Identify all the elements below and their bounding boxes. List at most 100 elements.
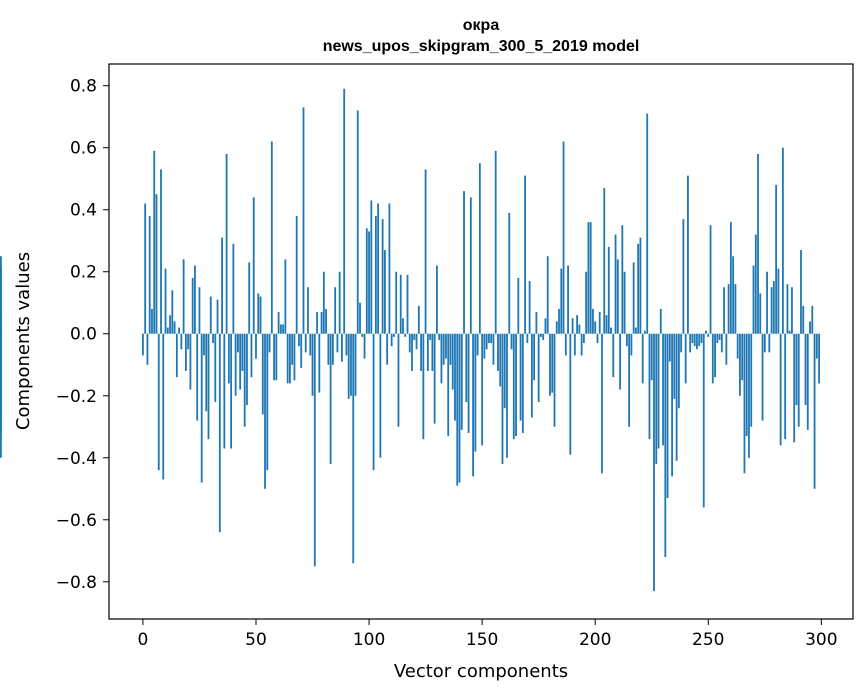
bar xyxy=(567,265,569,334)
bar xyxy=(718,333,721,340)
bar xyxy=(739,333,741,396)
bar xyxy=(313,333,316,567)
bar xyxy=(623,271,626,334)
bar xyxy=(402,318,404,334)
bar xyxy=(320,312,323,334)
bar xyxy=(811,305,814,334)
bar xyxy=(485,333,488,350)
chart-title: окра xyxy=(463,17,500,34)
bar xyxy=(440,333,443,384)
bar xyxy=(365,228,368,334)
bar xyxy=(393,333,395,337)
bar xyxy=(607,246,610,334)
bar xyxy=(777,268,780,334)
bar xyxy=(205,333,208,412)
bar xyxy=(298,333,300,347)
bar xyxy=(673,333,676,399)
bar xyxy=(151,308,153,334)
bar xyxy=(741,333,744,381)
bar xyxy=(791,287,793,334)
chart-subtitle: news_upos_skipgram_300_5_2019 model xyxy=(323,38,640,55)
bar xyxy=(666,333,669,499)
bar xyxy=(198,287,201,334)
bar xyxy=(275,333,278,381)
bar xyxy=(510,333,513,350)
bar xyxy=(184,333,187,371)
bar xyxy=(526,333,529,344)
bar xyxy=(268,333,271,353)
bar xyxy=(619,333,621,390)
bar xyxy=(194,265,196,334)
bar xyxy=(682,219,685,334)
bar xyxy=(521,333,524,433)
bar xyxy=(417,305,420,334)
bar xyxy=(279,324,282,334)
bar xyxy=(250,333,253,378)
bar xyxy=(309,333,312,356)
bar xyxy=(0,268,2,334)
bar xyxy=(196,333,199,421)
bar xyxy=(668,333,671,362)
x-tick-label: 50 xyxy=(245,630,267,650)
bar xyxy=(291,333,294,365)
bar xyxy=(646,113,649,334)
bar xyxy=(318,333,321,393)
bar xyxy=(420,333,422,371)
bar xyxy=(535,312,538,334)
bar xyxy=(415,333,418,350)
y-axis-label: Components values xyxy=(13,252,34,430)
bar xyxy=(671,333,673,477)
bar xyxy=(458,333,461,483)
bar xyxy=(144,203,147,334)
bar xyxy=(549,333,551,396)
bar xyxy=(334,287,337,334)
bar xyxy=(750,333,753,427)
bar xyxy=(460,333,463,430)
x-tick-label: 200 xyxy=(579,630,611,650)
bar xyxy=(757,153,759,334)
bar xyxy=(227,333,230,384)
bar xyxy=(372,333,375,471)
bar xyxy=(0,333,2,433)
bar xyxy=(793,333,796,443)
bar xyxy=(716,333,719,344)
bar xyxy=(508,212,511,334)
bar xyxy=(578,324,581,334)
bar xyxy=(621,225,624,334)
bar xyxy=(555,321,558,334)
plot-frame xyxy=(108,63,854,620)
bar xyxy=(720,333,723,353)
bar xyxy=(370,200,373,334)
x-axis-ticks: 0 50 100 150 200 250 300 xyxy=(138,619,838,650)
bar xyxy=(422,333,425,440)
bar xyxy=(347,333,350,399)
bar xyxy=(307,287,309,334)
bar xyxy=(499,333,502,387)
bar xyxy=(331,333,334,365)
bar xyxy=(472,333,474,477)
bar xyxy=(454,333,456,421)
bar xyxy=(399,274,402,334)
bar xyxy=(761,333,764,421)
bar xyxy=(404,333,407,337)
bar xyxy=(806,333,809,430)
bar xyxy=(632,262,635,334)
bar xyxy=(596,333,599,344)
bar xyxy=(743,333,746,474)
bar xyxy=(433,333,436,424)
bar xyxy=(451,333,454,390)
bar xyxy=(587,222,590,334)
x-tick-label: 300 xyxy=(805,630,837,650)
bar xyxy=(786,284,789,334)
bar xyxy=(300,333,303,368)
bar xyxy=(173,321,176,334)
y-axis-ticks: −0.8 −0.6 −0.4 −0.2 0.0 0.2 0.4 0.6 0.8 xyxy=(56,77,109,593)
bar xyxy=(815,333,818,359)
bar xyxy=(528,281,531,334)
bar xyxy=(653,333,655,592)
x-tick-label: 150 xyxy=(466,630,498,650)
bar xyxy=(203,333,205,356)
bar xyxy=(691,333,694,344)
bar xyxy=(216,299,219,334)
bar xyxy=(517,277,520,334)
